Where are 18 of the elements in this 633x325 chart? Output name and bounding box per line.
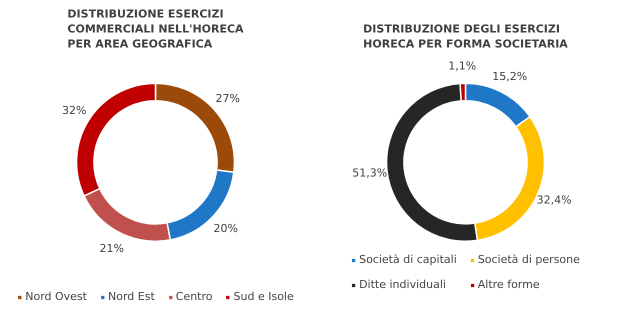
data-label: 51,3% — [352, 166, 388, 180]
legend-label: Altre forme — [478, 278, 540, 292]
data-label: 15,2% — [492, 70, 528, 84]
data-label: 1,1% — [448, 59, 476, 72]
data-label: 21% — [100, 242, 124, 255]
chart-title: DISTRIBUZIONE ESERCIZI COMMERCIALI NELL'HORECA PER AREA GEOGRAFICA — [67, 8, 244, 50]
legend-label: Ditte individuali — [359, 278, 446, 292]
legend-label: Nord Est — [108, 290, 155, 303]
legend-label: Società di persone — [478, 253, 580, 266]
legend-label: Società di capitali — [359, 253, 457, 266]
data-label: 20% — [213, 222, 238, 235]
legend-label: Nord Ovest — [25, 290, 87, 303]
data-label: 32,4% — [536, 194, 572, 207]
legend-label: Sud e Isole — [234, 290, 294, 303]
chart-title: DISTRIBUZIONE DEGLI ESERCIZI HORECA PER FORMA SOCIETARIA — [363, 22, 568, 50]
data-label: 32% — [62, 104, 86, 118]
data-label: 27% — [216, 92, 240, 105]
legend-label: Centro — [176, 290, 213, 303]
